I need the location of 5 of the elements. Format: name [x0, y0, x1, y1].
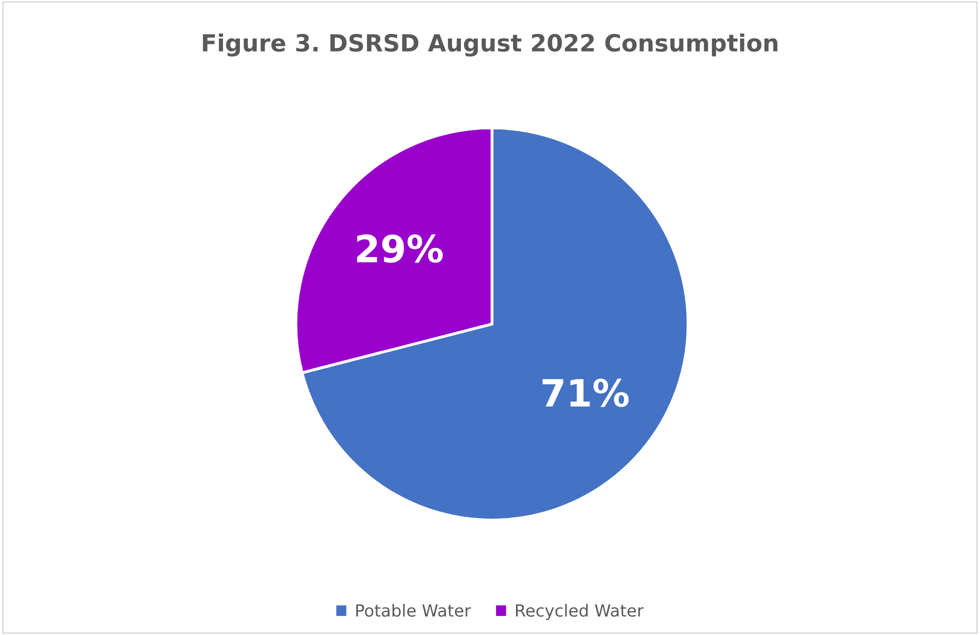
data-label: 29%: [357, 234, 443, 263]
data-label: 71%: [542, 378, 629, 407]
chart-title: Figure 3. DSRSD August 2022 Consumption: [202, 33, 778, 57]
legend-label: Recycled Water: [516, 604, 644, 620]
legend-label: Potable Water: [356, 604, 472, 617]
